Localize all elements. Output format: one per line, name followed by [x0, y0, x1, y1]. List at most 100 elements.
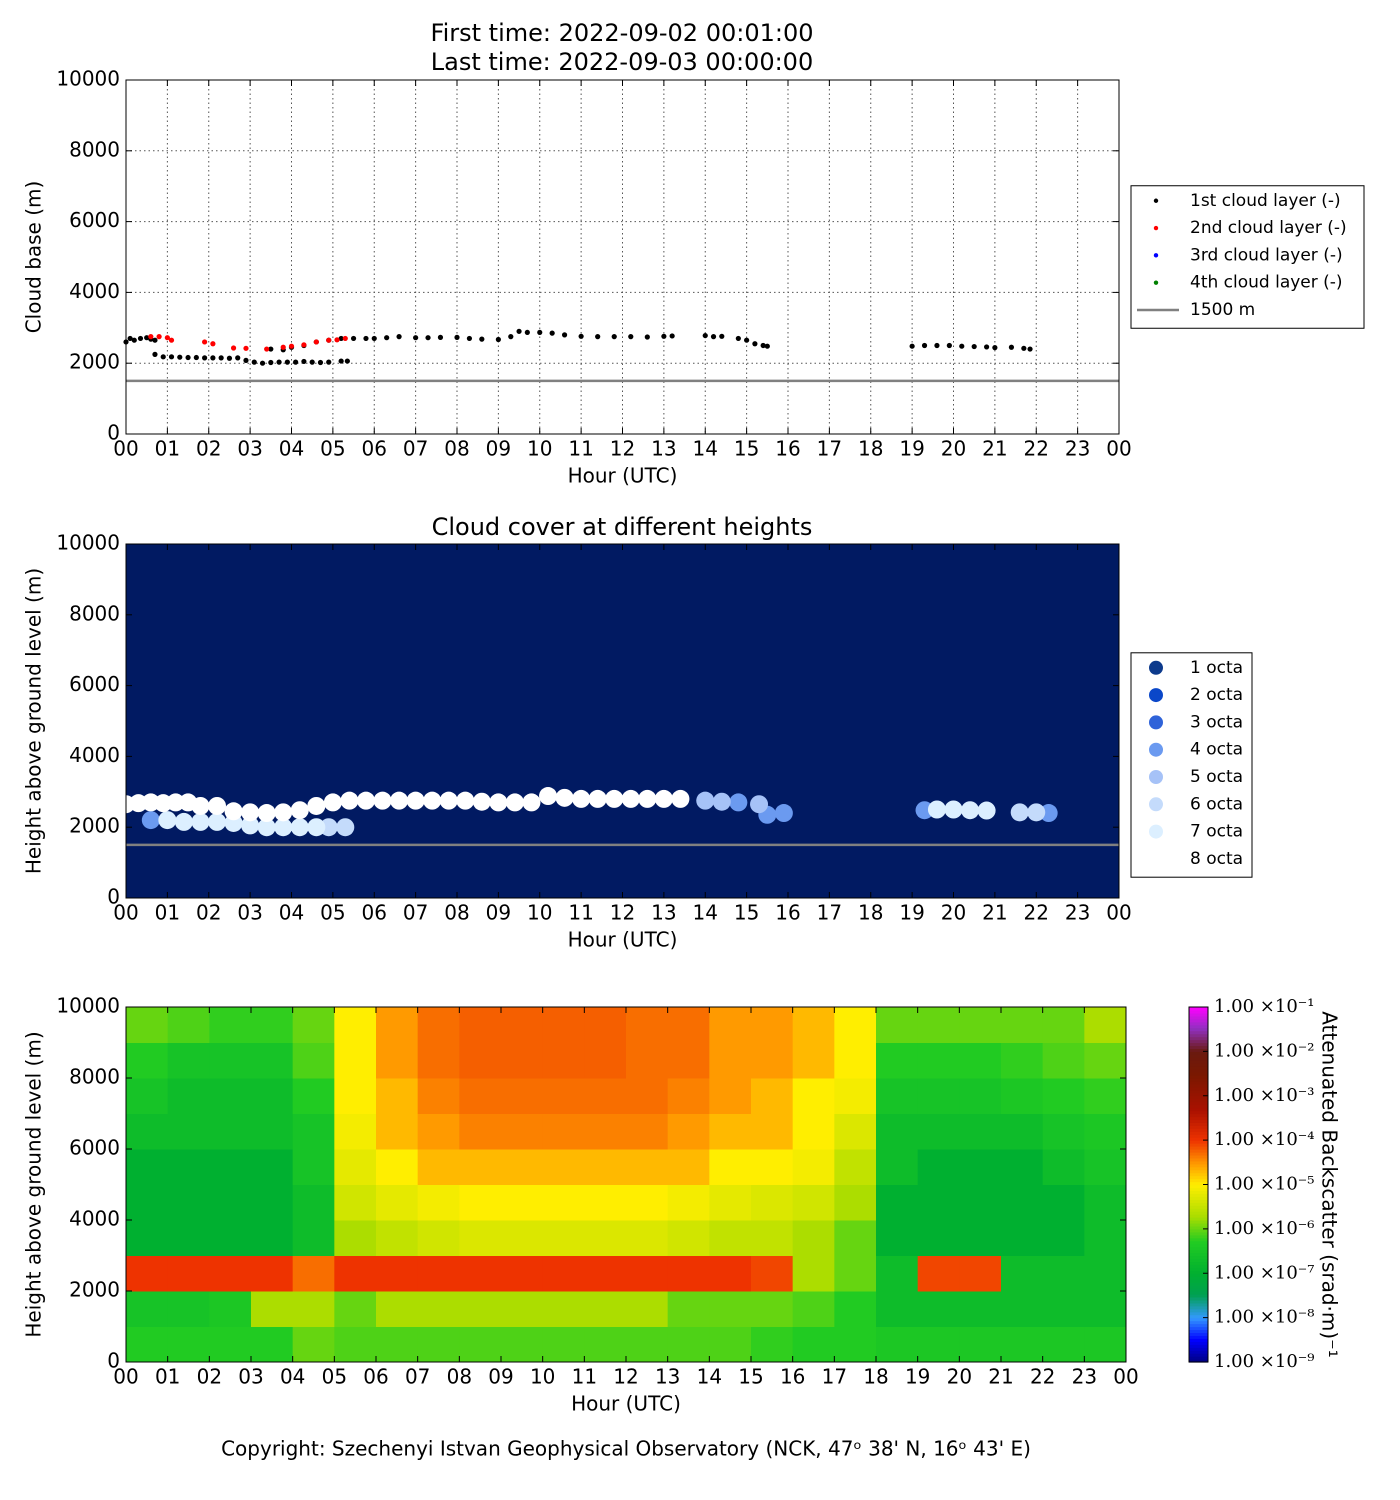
x-tick-label: 11	[568, 437, 593, 461]
x-tick-label: 02	[196, 437, 221, 461]
heatmap-cell	[1042, 1291, 1085, 1327]
point	[539, 787, 558, 806]
heatmap-cell	[584, 1078, 627, 1114]
heatmap-cell	[751, 1184, 794, 1221]
heatmap-cell	[709, 1184, 752, 1221]
colorbar-segment	[1189, 1314, 1208, 1319]
heatmap-cell	[667, 1078, 710, 1114]
point	[696, 791, 715, 810]
point	[307, 796, 326, 815]
x-tick-label: 19	[899, 901, 924, 925]
x-tick-label: 04	[279, 437, 304, 461]
x-tick-label: 08	[444, 437, 469, 461]
heatmap-cell	[792, 1149, 835, 1185]
heatmap-cell	[334, 1042, 377, 1079]
heatmap-cell	[584, 1113, 627, 1150]
heatmap-cell	[251, 1042, 294, 1079]
heatmap-cell	[876, 1291, 919, 1327]
colorbar-segment	[1189, 1193, 1208, 1197]
point	[137, 335, 144, 342]
legend-marker	[1149, 770, 1163, 784]
heatmap-cell	[501, 1078, 544, 1114]
colorbar-segment	[1189, 1083, 1208, 1088]
colorbar-segment	[1189, 1101, 1208, 1106]
point	[702, 332, 708, 339]
heatmap-cell	[584, 1007, 627, 1043]
legend-label: 1 octa	[1190, 658, 1243, 678]
heatmap-cell	[667, 1184, 710, 1221]
point	[336, 818, 355, 837]
colorbar-segment	[1189, 1311, 1208, 1316]
colorbar-segment	[1189, 1113, 1208, 1118]
x-tick-label: 18	[858, 901, 883, 925]
colorbar-tick-label: 1.00 ×10⁻⁸	[1214, 1307, 1315, 1328]
heatmap-cell	[709, 1255, 752, 1292]
point	[549, 330, 555, 336]
heatmap-cell	[959, 1078, 1002, 1114]
heatmap-cell	[251, 1007, 294, 1043]
heatmap-cell	[292, 1078, 335, 1114]
heatmap-cell	[876, 1220, 919, 1256]
heatmap-cell	[501, 1113, 544, 1150]
point	[744, 337, 750, 343]
y-tick-label: 6000	[69, 208, 120, 232]
chart-title: Cloud cover at different heights	[432, 513, 813, 541]
colorbar-segment	[1189, 1282, 1208, 1286]
colorbar-segment	[1189, 1045, 1208, 1050]
point	[638, 789, 657, 808]
legend-box	[1130, 185, 1365, 329]
heatmap-cell	[1042, 1184, 1085, 1221]
y-tick-label: 0	[107, 1349, 120, 1373]
heatmap-cell	[209, 1184, 252, 1221]
y-tick-label: 10000	[56, 994, 120, 1018]
x-tick-label: 00	[1113, 1365, 1138, 1389]
heatmap-cell	[251, 1078, 294, 1114]
heatmap-cell	[542, 1149, 585, 1185]
heatmap-cell	[667, 1113, 710, 1150]
point	[1021, 345, 1027, 351]
heatmap-cell	[1001, 1255, 1044, 1292]
heatmap-cell	[417, 1042, 460, 1079]
heatmap-cell	[459, 1078, 502, 1114]
colorbar-segment	[1189, 1027, 1208, 1032]
heatmap-cell	[501, 1042, 544, 1079]
heatmap-cell	[626, 1220, 669, 1256]
heatmap-cell	[459, 1291, 502, 1327]
heatmap-cell	[1001, 1291, 1044, 1327]
x-axis-label: Hour (UTC)	[571, 1392, 681, 1416]
point	[516, 328, 522, 334]
heatmap-cell	[709, 1326, 752, 1363]
heatmap-cell	[751, 1291, 794, 1327]
heatmap-cell	[251, 1184, 294, 1221]
colorbar-segment	[1189, 1214, 1208, 1218]
heatmap-cell	[751, 1113, 794, 1150]
colorbar-tick-label: 1.00 ×10⁻⁷	[1214, 1262, 1315, 1283]
point	[729, 793, 748, 812]
colorbar-segment	[1189, 1211, 1208, 1215]
point	[243, 357, 249, 363]
y-tick-label: 10000	[56, 67, 120, 91]
heatmap-cell	[376, 1007, 419, 1043]
heatmap-cell	[167, 1078, 210, 1114]
heatmap-cell	[542, 1184, 585, 1221]
point	[338, 358, 344, 364]
heatmap-cell	[292, 1184, 335, 1221]
heatmap-cell	[959, 1184, 1002, 1221]
point	[644, 334, 650, 340]
colorbar-segment	[1189, 1243, 1208, 1248]
point	[628, 334, 634, 340]
heatmap-cell	[376, 1291, 419, 1327]
heatmap-cell	[209, 1042, 252, 1079]
colorbar-segment	[1189, 1160, 1208, 1165]
point	[264, 346, 270, 352]
colorbar-segment	[1189, 1225, 1208, 1230]
heatmap-cell	[126, 1220, 169, 1256]
point	[280, 344, 286, 350]
heatmap-cell	[542, 1007, 585, 1043]
point	[160, 354, 166, 360]
heatmap-cell	[917, 1007, 960, 1043]
heatmap-cell	[417, 1149, 460, 1185]
heatmap-cell	[626, 1184, 669, 1221]
colorbar-segment	[1189, 1231, 1208, 1236]
colorbar-tick-label: 1.00 ×10⁻⁹	[1214, 1351, 1315, 1372]
